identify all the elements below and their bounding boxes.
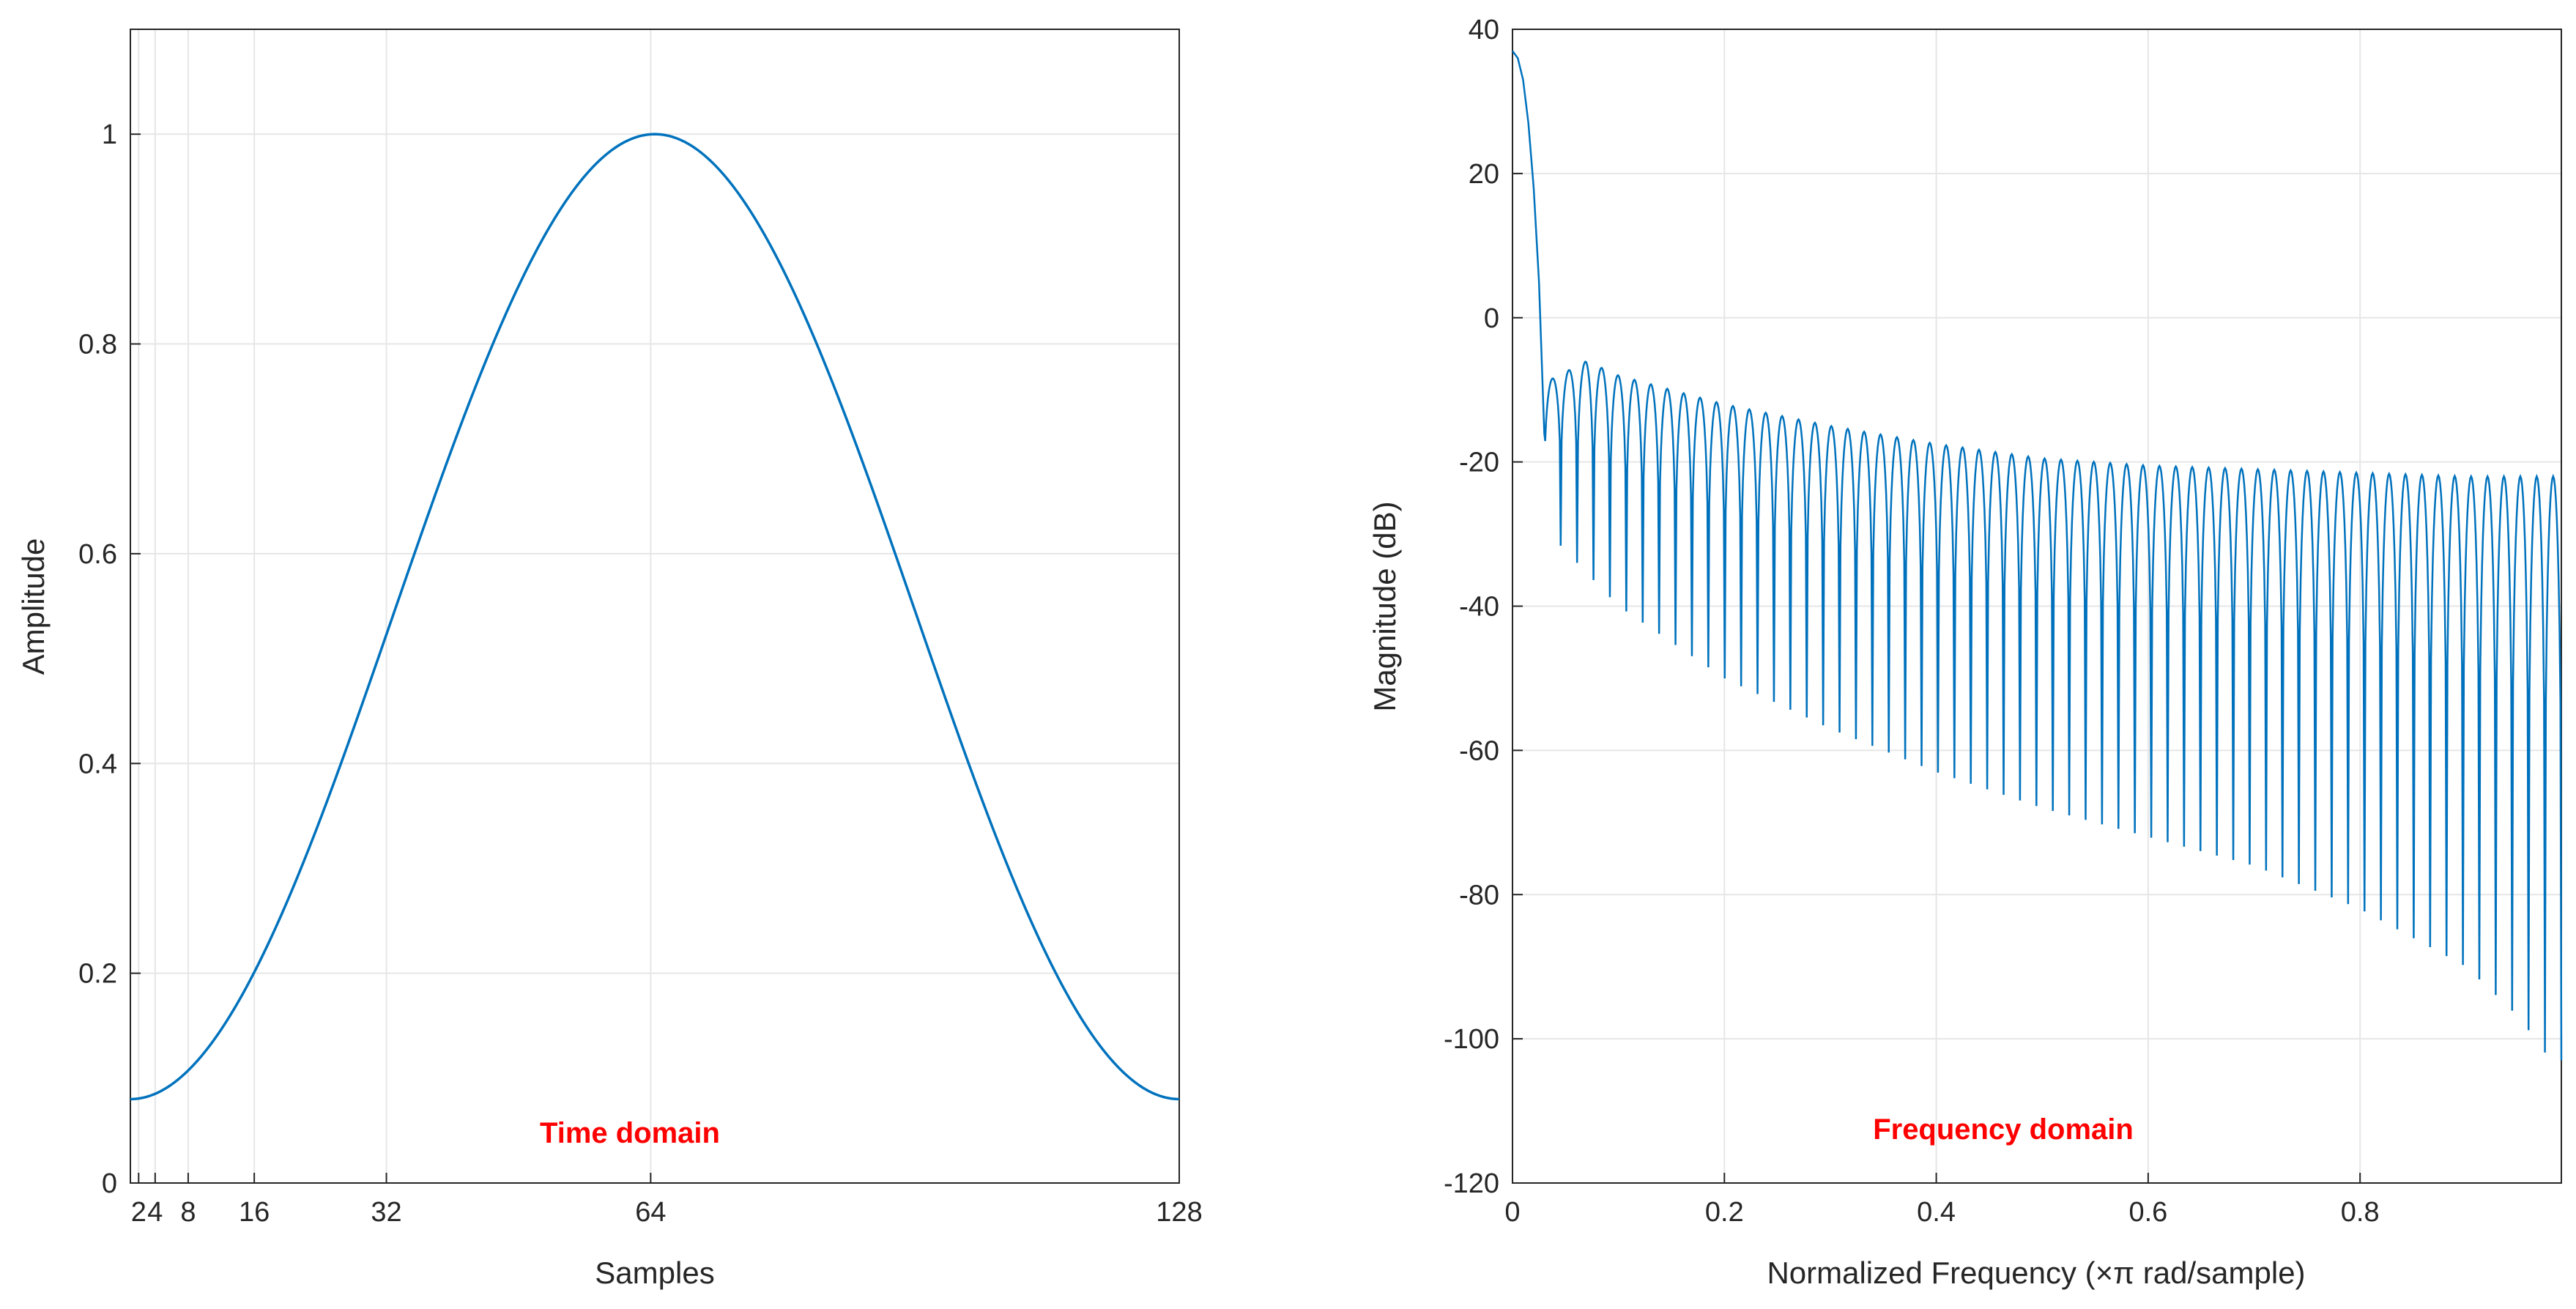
freq-x-tick-label: 0.6 <box>2128 1197 2167 1228</box>
freq-y-tick-label: -100 <box>1444 1024 1499 1055</box>
time-x-tick-label: 4 <box>147 1197 163 1228</box>
time-domain-annotation: Time domain <box>540 1117 720 1149</box>
time-x-tick-label: 16 <box>239 1197 270 1228</box>
time-series-line <box>130 133 1180 1101</box>
freq-x-tick-label: 0.2 <box>1705 1197 1744 1228</box>
freq-y-axis-label: Magnitude (dB) <box>1367 501 1402 711</box>
freq-x-tick-label: 0 <box>1504 1197 1520 1228</box>
freq-y-tick-label: 20 <box>1469 159 1499 190</box>
time-y-tick-label: 1 <box>102 119 117 150</box>
freq-y-tick-label: -60 <box>1459 735 1499 766</box>
time-y-axis-label: Amplitude <box>16 538 51 675</box>
freq-domain-annotation: Frequency domain <box>1873 1113 2134 1146</box>
time-y-tick-label: 0.6 <box>78 539 117 570</box>
freq-x-tick-label: 0.4 <box>1917 1197 1956 1228</box>
time-y-tick-label: 0.2 <box>78 959 117 990</box>
freq-x-tick-label: 0.8 <box>2341 1197 2380 1228</box>
time-x-axis-label: Samples <box>595 1256 714 1290</box>
freq-y-tick-label: -20 <box>1459 448 1499 478</box>
freq-y-tick-label: 0 <box>1484 303 1499 334</box>
time-x-tick-label: 128 <box>1156 1197 1202 1228</box>
time-x-tick-label: 8 <box>180 1197 196 1228</box>
freq-y-tick-label: 40 <box>1469 15 1499 45</box>
time-ticks: 2 4 8 16 32 64 128 0 0.2 0.4 0.6 0.8 1 <box>78 119 1203 1228</box>
freq-y-tick-label: -120 <box>1444 1168 1499 1199</box>
frequency-domain-panel: 0 0.2 0.4 0.6 0.8 -120 -100 -80 -60 -40 -20 0 20 40 F… <box>1367 15 2563 1290</box>
time-y-tick-label: 0 <box>102 1168 117 1199</box>
freq-x-axis-label: Normalized Frequency (×π rad/sample) <box>1767 1256 2305 1290</box>
time-x-tick-label: 2 <box>131 1197 146 1228</box>
time-grid <box>130 29 1180 1184</box>
time-domain-panel: 2 4 8 16 32 64 128 0 0.2 0.4 0.6 0.8 1 Time domain S… <box>16 29 1203 1290</box>
freq-series-line <box>1511 50 2563 1061</box>
time-x-tick-label: 32 <box>371 1197 401 1228</box>
freq-y-tick-label: -80 <box>1459 880 1499 911</box>
freq-y-tick-label: -40 <box>1459 592 1499 623</box>
time-y-tick-label: 0.4 <box>78 749 117 779</box>
time-x-tick-label: 64 <box>635 1197 666 1228</box>
freq-ticks: 0 0.2 0.4 0.6 0.8 -120 -100 -80 -60 -40 -20 0 20 40 <box>1444 15 2380 1228</box>
time-y-tick-label: 0.8 <box>78 330 117 360</box>
time-axes-box <box>130 29 1180 1184</box>
